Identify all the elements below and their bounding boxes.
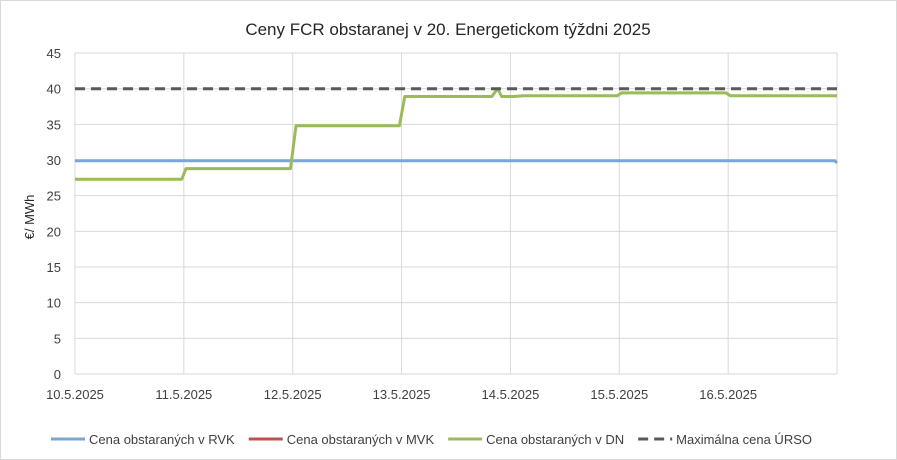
x-tick-label: 12.5.2025 bbox=[264, 387, 322, 402]
y-tick-label: 10 bbox=[47, 296, 61, 311]
x-tick-label: 10.5.2025 bbox=[46, 387, 104, 402]
chart-title: Ceny FCR obstaranej v 20. Energetickom t… bbox=[245, 20, 650, 39]
y-axis-ticks: 0 5 10 15 20 25 30 35 40 45 bbox=[47, 46, 61, 382]
series-layer bbox=[75, 87, 839, 181]
x-tick-label: 15.5.2025 bbox=[590, 387, 648, 402]
x-tick-label: 16.5.2025 bbox=[699, 387, 757, 402]
x-tick-label: 14.5.2025 bbox=[482, 387, 540, 402]
grid bbox=[74, 52, 838, 375]
legend-label: Cena obstaraných v RVK bbox=[89, 432, 235, 447]
x-tick-label: 13.5.2025 bbox=[373, 387, 431, 402]
y-tick-label: 35 bbox=[47, 117, 61, 132]
y-axis-title: €/ MWh bbox=[22, 195, 37, 240]
y-tick-label: 0 bbox=[54, 367, 61, 382]
legend-label: Cena obstaraných v MVK bbox=[287, 432, 435, 447]
y-tick-label: 20 bbox=[47, 224, 61, 239]
y-tick-label: 25 bbox=[47, 189, 61, 204]
legend-label: Cena obstaraných v DN bbox=[486, 432, 624, 447]
legend: Cena obstaraných v RVK Cena obstaraných v… bbox=[51, 432, 812, 447]
y-tick-label: 5 bbox=[54, 331, 61, 346]
legend-label: Maximálna cena ÚRSO bbox=[676, 432, 812, 447]
y-tick-label: 30 bbox=[47, 153, 61, 168]
series-line bbox=[75, 87, 837, 181]
x-tick-label: 11.5.2025 bbox=[155, 387, 212, 402]
y-tick-label: 40 bbox=[47, 82, 61, 97]
y-tick-label: 15 bbox=[47, 260, 61, 275]
x-axis-ticks: 10.5.2025 11.5.2025 12.5.2025 13.5.2025 14.5… bbox=[46, 387, 757, 402]
y-tick-label: 45 bbox=[47, 46, 61, 61]
series-line bbox=[75, 159, 839, 164]
